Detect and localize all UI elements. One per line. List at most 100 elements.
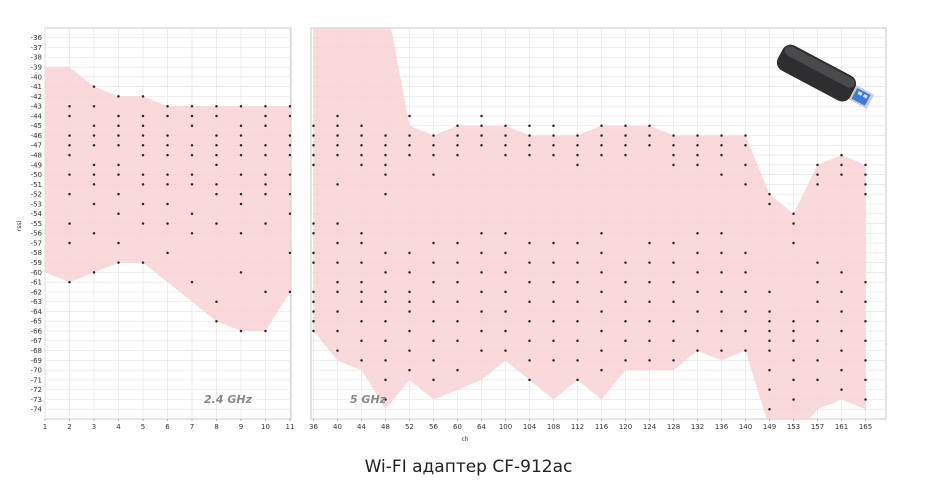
data-point xyxy=(864,183,867,186)
data-point xyxy=(696,310,699,313)
data-point xyxy=(264,173,267,176)
data-point xyxy=(239,173,243,176)
data-point xyxy=(768,310,771,313)
data-point xyxy=(312,163,315,167)
data-point xyxy=(552,280,555,284)
data-point xyxy=(552,144,555,147)
data-point xyxy=(215,114,218,118)
data-point xyxy=(792,359,795,362)
data-point xyxy=(720,290,723,294)
data-point xyxy=(117,241,120,245)
data-point xyxy=(816,183,819,186)
data-point xyxy=(696,349,699,352)
data-point xyxy=(92,104,96,108)
data-point xyxy=(816,320,819,323)
data-point xyxy=(528,241,531,245)
data-point xyxy=(576,134,579,137)
data-point xyxy=(288,134,291,137)
data-point xyxy=(141,261,145,264)
data-point xyxy=(312,134,315,137)
data-point xyxy=(336,134,339,137)
data-point xyxy=(408,310,411,313)
data-point xyxy=(528,261,531,264)
data-point xyxy=(360,359,363,362)
y-tick-label: -46 xyxy=(31,132,43,140)
data-point xyxy=(864,280,867,284)
x-tick-label: 64 xyxy=(477,423,486,431)
data-point xyxy=(456,339,459,343)
data-point xyxy=(480,349,483,352)
y-tick-label: -60 xyxy=(31,269,42,277)
data-point xyxy=(768,368,771,372)
rssi-envelope xyxy=(45,28,866,419)
data-point xyxy=(456,134,459,137)
data-point xyxy=(672,261,675,264)
y-tick-label: -45 xyxy=(31,122,42,130)
data-point xyxy=(68,173,71,176)
data-point xyxy=(504,232,507,235)
data-point xyxy=(672,359,675,362)
data-point xyxy=(696,232,699,235)
data-point xyxy=(648,134,651,137)
y-axis-label: rssi xyxy=(16,220,23,231)
x-tick-label: 124 xyxy=(643,423,657,431)
usb-adapter-icon xyxy=(776,44,875,109)
data-point xyxy=(215,183,218,186)
data-point xyxy=(264,153,267,157)
data-point xyxy=(141,202,145,206)
data-point xyxy=(528,280,531,284)
data-point xyxy=(792,378,795,382)
data-point xyxy=(768,320,771,323)
x-tick-label: 8 xyxy=(214,423,218,431)
data-point xyxy=(432,153,435,157)
data-point xyxy=(408,134,411,137)
data-point xyxy=(840,153,843,157)
data-point xyxy=(600,310,603,313)
data-point xyxy=(336,290,339,294)
data-point xyxy=(190,173,194,176)
data-point xyxy=(336,329,339,333)
data-point xyxy=(215,134,218,137)
data-point xyxy=(648,359,651,362)
data-point xyxy=(648,124,651,127)
data-point xyxy=(456,261,459,264)
data-point xyxy=(552,134,555,137)
data-point xyxy=(504,310,507,313)
data-point xyxy=(239,192,243,196)
data-point xyxy=(456,153,459,157)
x-tick-label: 36 xyxy=(309,423,318,431)
data-point xyxy=(480,329,483,333)
data-point xyxy=(336,241,339,245)
data-point xyxy=(288,251,291,255)
data-point xyxy=(117,173,120,176)
data-point xyxy=(552,153,555,157)
x-tick-label: 157 xyxy=(811,423,824,431)
data-point xyxy=(92,85,96,88)
data-point xyxy=(528,339,531,343)
data-point xyxy=(600,232,603,235)
x-axis-label: ch xyxy=(461,436,468,443)
data-point xyxy=(456,124,459,127)
data-point xyxy=(166,144,169,147)
data-point xyxy=(336,280,339,284)
data-point xyxy=(528,144,531,147)
data-point xyxy=(816,378,819,382)
data-point xyxy=(576,280,579,284)
y-tick-label: -61 xyxy=(31,279,42,287)
data-point xyxy=(624,320,627,323)
data-point xyxy=(215,320,218,323)
data-point xyxy=(288,114,291,118)
data-point xyxy=(190,144,194,147)
data-point xyxy=(600,124,603,127)
y-tick-label: -44 xyxy=(31,112,43,120)
data-point xyxy=(768,349,771,352)
y-tick-label: -67 xyxy=(31,337,42,345)
data-point xyxy=(768,192,771,196)
data-point xyxy=(312,144,315,147)
data-point xyxy=(576,339,579,343)
data-point xyxy=(672,280,675,284)
data-point xyxy=(744,183,747,186)
data-point xyxy=(768,339,771,343)
data-point xyxy=(166,202,169,206)
data-point xyxy=(117,124,120,127)
